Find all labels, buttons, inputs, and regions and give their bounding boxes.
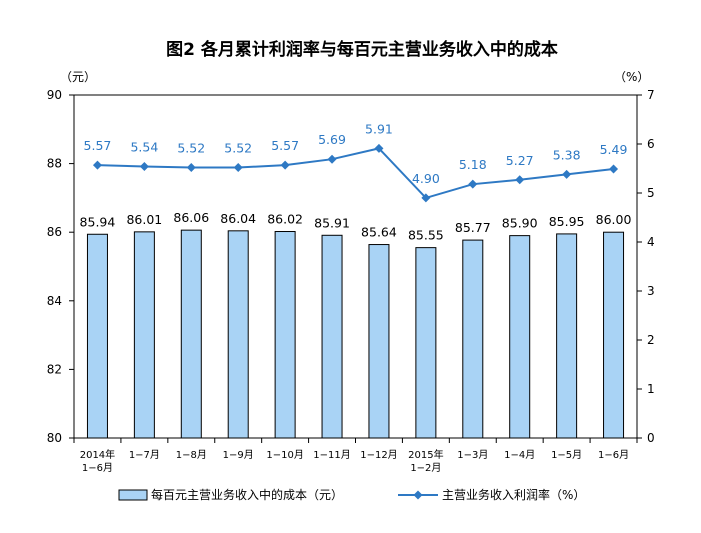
x-tick-label-5: 1−11月 [313,449,350,461]
bar-label-3: 86.04 [220,211,256,226]
bar-label-2: 86.06 [173,210,209,225]
bar-8 [462,239,484,439]
line-label-8: 5.18 [459,157,487,172]
line-label-6: 5.91 [365,121,393,136]
line-point-2 [186,163,196,173]
bar-2 [180,229,202,439]
line-point-5 [327,154,337,164]
x-tick-label-8: 1−3月 [457,449,488,461]
bar-11 [603,231,625,439]
legend: 每百元主营业务收入中的成本（元） 主营业务收入利润率（%） [118,487,585,502]
right-tick-label-7: 7 [647,88,655,102]
x-tick-label-line: 2015年 [408,448,443,461]
x-tick-label-line: 2014年 [80,448,115,461]
line-point-10 [562,169,572,179]
line-label-3: 5.52 [224,141,252,156]
bar-label-8: 85.77 [455,220,491,235]
x-tick-label-1: 1−7月 [129,449,160,461]
x-tick-label-6: 1−12月 [360,449,397,461]
line-point-11 [609,164,619,174]
line-label-2: 5.52 [177,141,205,156]
line-label-11: 5.49 [600,142,628,157]
right-tick-label-2: 2 [647,333,655,347]
line-point-0 [92,160,102,170]
bar-5 [321,234,343,439]
bar-label-6: 85.64 [361,225,397,240]
line-label-10: 5.38 [553,147,581,162]
legend-bar-swatch [118,489,148,501]
line-point-1 [139,162,149,172]
line-point-8 [468,179,478,189]
x-tick-label-line: 1−12月 [360,449,397,461]
legend-line-label: 主营业务收入利润率（%） [442,487,585,502]
x-tick-label-0: 2014年 1−6月 [80,448,115,474]
bar-9 [509,235,531,439]
line-point-6 [374,143,384,153]
bar-label-7: 85.55 [408,228,444,243]
x-tick-label-10: 1−5月 [551,449,582,461]
line-point-7 [421,193,431,203]
x-tick-label-11: 1−6月 [598,449,629,461]
bar-label-9: 85.90 [502,216,538,231]
bar-label-5: 85.91 [314,215,350,230]
x-tick-label-line: 1−6月 [598,449,629,461]
x-tick-label-line: 1−7月 [129,449,160,461]
x-tick-label-3: 1−9月 [223,449,254,461]
bar-label-1: 86.01 [126,212,162,227]
bar-4 [274,231,296,439]
line-label-1: 5.54 [130,140,158,155]
bar-10 [556,233,578,439]
legend-bar-label: 每百元主营业务收入中的成本（元） [151,487,343,502]
bar-0 [86,233,108,439]
right-tick-label-4: 4 [647,235,655,249]
x-tick-label-line: 1−5月 [551,449,582,461]
bar-1 [133,231,155,439]
line-label-5: 5.69 [318,132,346,147]
right-tick-label-6: 6 [647,137,655,151]
line-label-9: 5.27 [506,153,534,168]
bar-label-11: 86.00 [596,212,632,227]
x-tick-label-line: 1−10月 [266,449,303,461]
legend-line-marker [413,490,423,500]
x-tick-label-line: 1−2月 [410,462,441,474]
x-tick-label-line: 1−11月 [313,449,350,461]
left-tick-label-2: 84 [47,294,62,308]
x-tick-label-line: 1−8月 [176,449,207,461]
bar-label-10: 85.95 [549,214,585,229]
line-label-0: 5.57 [84,138,112,153]
x-tick-label-4: 1−10月 [266,449,303,461]
line-label-4: 5.57 [271,138,299,153]
left-axis-unit: （元） [60,70,96,84]
bar-3 [227,230,249,439]
right-axis-unit: （%） [614,70,649,84]
left-tick-label-1: 82 [47,362,62,376]
line-point-3 [233,163,243,173]
right-tick-label-3: 3 [647,284,655,298]
x-tick-label-line: 1−4月 [504,449,535,461]
x-tick-label-line: 1−9月 [223,449,254,461]
x-tick-label-9: 1−4月 [504,449,535,461]
x-tick-label-2: 1−8月 [176,449,207,461]
left-tick-label-4: 88 [47,157,62,171]
chart-title: 图2 各月累计利润率与每百元主营业务收入中的成本 [166,39,558,60]
x-tick-label-7: 2015年 1−2月 [408,448,443,474]
x-tick-label-line: 1−6月 [82,462,113,474]
bar-label-0: 85.94 [80,214,116,229]
bar-6 [368,244,390,439]
x-tick-label-line: 1−3月 [457,449,488,461]
right-tick-label-0: 0 [647,431,655,445]
left-tick-label-5: 90 [47,88,62,102]
right-tick-label-1: 1 [647,382,655,396]
left-tick-label-0: 80 [47,431,62,445]
bar-label-4: 86.02 [267,212,303,227]
line-series [97,147,614,200]
left-tick-label-3: 86 [47,225,62,239]
line-label-7: 4.90 [412,171,440,186]
right-tick-label-5: 5 [647,186,655,200]
bar-7 [415,247,437,439]
line-point-4 [280,160,290,170]
line-point-9 [515,175,525,185]
